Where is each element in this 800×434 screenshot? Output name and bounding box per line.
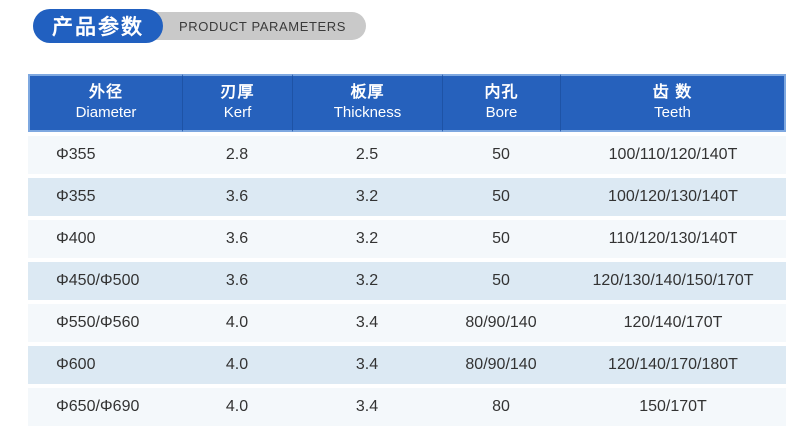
column-header-diameter-cn: 外径 xyxy=(88,84,123,101)
table-row: Φ450/Φ500 3.6 3.2 50 120/130/140/150/170… xyxy=(28,262,786,300)
cell-thickness: 3.4 xyxy=(292,346,442,384)
cell-thickness: 2.5 xyxy=(292,136,442,174)
column-header-bore-cn: 内孔 xyxy=(484,84,519,101)
column-header-teeth-en: Teeth xyxy=(654,104,691,121)
cell-teeth: 120/140/170T xyxy=(560,304,786,342)
cell-kerf: 4.0 xyxy=(182,304,292,342)
cell-diameter: Φ600 xyxy=(28,346,182,384)
column-header-kerf-en: Kerf xyxy=(223,104,252,121)
cell-kerf: 3.6 xyxy=(182,178,292,216)
cell-bore: 50 xyxy=(442,136,560,174)
cell-kerf: 4.0 xyxy=(182,388,292,426)
cell-diameter: Φ400 xyxy=(28,220,182,258)
column-header-kerf-cn: 刃厚 xyxy=(220,84,255,101)
cell-diameter: Φ650/Φ690 xyxy=(28,388,182,426)
cell-bore: 50 xyxy=(442,262,560,300)
column-header-diameter-en: Diameter xyxy=(75,104,137,121)
column-header-bore-en: Bore xyxy=(485,104,518,121)
cell-teeth: 100/110/120/140T xyxy=(560,136,786,174)
section-title-cn: 产品参数 xyxy=(33,9,163,43)
cell-teeth: 110/120/130/140T xyxy=(560,220,786,258)
column-header-thickness-cn: 板厚 xyxy=(350,84,385,101)
cell-bore: 50 xyxy=(442,178,560,216)
cell-kerf: 4.0 xyxy=(182,346,292,384)
product-parameters-table: 外径 Diameter 刃厚 Kerf 板厚 Thickness 内孔 Bore… xyxy=(28,70,786,430)
cell-diameter: Φ550/Φ560 xyxy=(28,304,182,342)
section-title-en: PRODUCT PARAMETERS xyxy=(179,18,347,34)
column-header-teeth-cn: 齿 数 xyxy=(652,84,693,101)
column-header-thickness: 板厚 Thickness xyxy=(292,74,442,132)
cell-bore: 80/90/140 xyxy=(442,304,560,342)
cell-thickness: 3.2 xyxy=(292,178,442,216)
cell-teeth: 120/130/140/150/170T xyxy=(560,262,786,300)
table-row: Φ550/Φ560 4.0 3.4 80/90/140 120/140/170T xyxy=(28,304,786,342)
table-row: Φ400 3.6 3.2 50 110/120/130/140T xyxy=(28,220,786,258)
cell-kerf: 3.6 xyxy=(182,220,292,258)
column-header-thickness-en: Thickness xyxy=(333,104,402,121)
table-row: Φ355 2.8 2.5 50 100/110/120/140T xyxy=(28,136,786,174)
table-header: 外径 Diameter 刃厚 Kerf 板厚 Thickness 内孔 Bore… xyxy=(28,74,786,132)
cell-bore: 80 xyxy=(442,388,560,426)
table-body: Φ355 2.8 2.5 50 100/110/120/140T Φ355 3.… xyxy=(28,136,786,426)
cell-bore: 50 xyxy=(442,220,560,258)
cell-thickness: 3.4 xyxy=(292,388,442,426)
cell-kerf: 2.8 xyxy=(182,136,292,174)
cell-teeth: 120/140/170/180T xyxy=(560,346,786,384)
table-header-row: 外径 Diameter 刃厚 Kerf 板厚 Thickness 内孔 Bore… xyxy=(28,74,786,132)
column-header-teeth: 齿 数 Teeth xyxy=(560,74,786,132)
column-header-kerf: 刃厚 Kerf xyxy=(182,74,292,132)
cell-diameter: Φ450/Φ500 xyxy=(28,262,182,300)
table-row: Φ650/Φ690 4.0 3.4 80 150/170T xyxy=(28,388,786,426)
table-row: Φ355 3.6 3.2 50 100/120/130/140T xyxy=(28,178,786,216)
cell-teeth: 150/170T xyxy=(560,388,786,426)
cell-diameter: Φ355 xyxy=(28,178,182,216)
section-title-badge: 产品参数 PRODUCT PARAMETERS xyxy=(33,9,367,43)
cell-kerf: 3.6 xyxy=(182,262,292,300)
cell-thickness: 3.4 xyxy=(292,304,442,342)
cell-bore: 80/90/140 xyxy=(442,346,560,384)
column-header-diameter: 外径 Diameter xyxy=(28,74,182,132)
cell-teeth: 100/120/130/140T xyxy=(560,178,786,216)
column-header-bore: 内孔 Bore xyxy=(442,74,560,132)
cell-thickness: 3.2 xyxy=(292,262,442,300)
cell-thickness: 3.2 xyxy=(292,220,442,258)
cell-diameter: Φ355 xyxy=(28,136,182,174)
table-row: Φ600 4.0 3.4 80/90/140 120/140/170/180T xyxy=(28,346,786,384)
